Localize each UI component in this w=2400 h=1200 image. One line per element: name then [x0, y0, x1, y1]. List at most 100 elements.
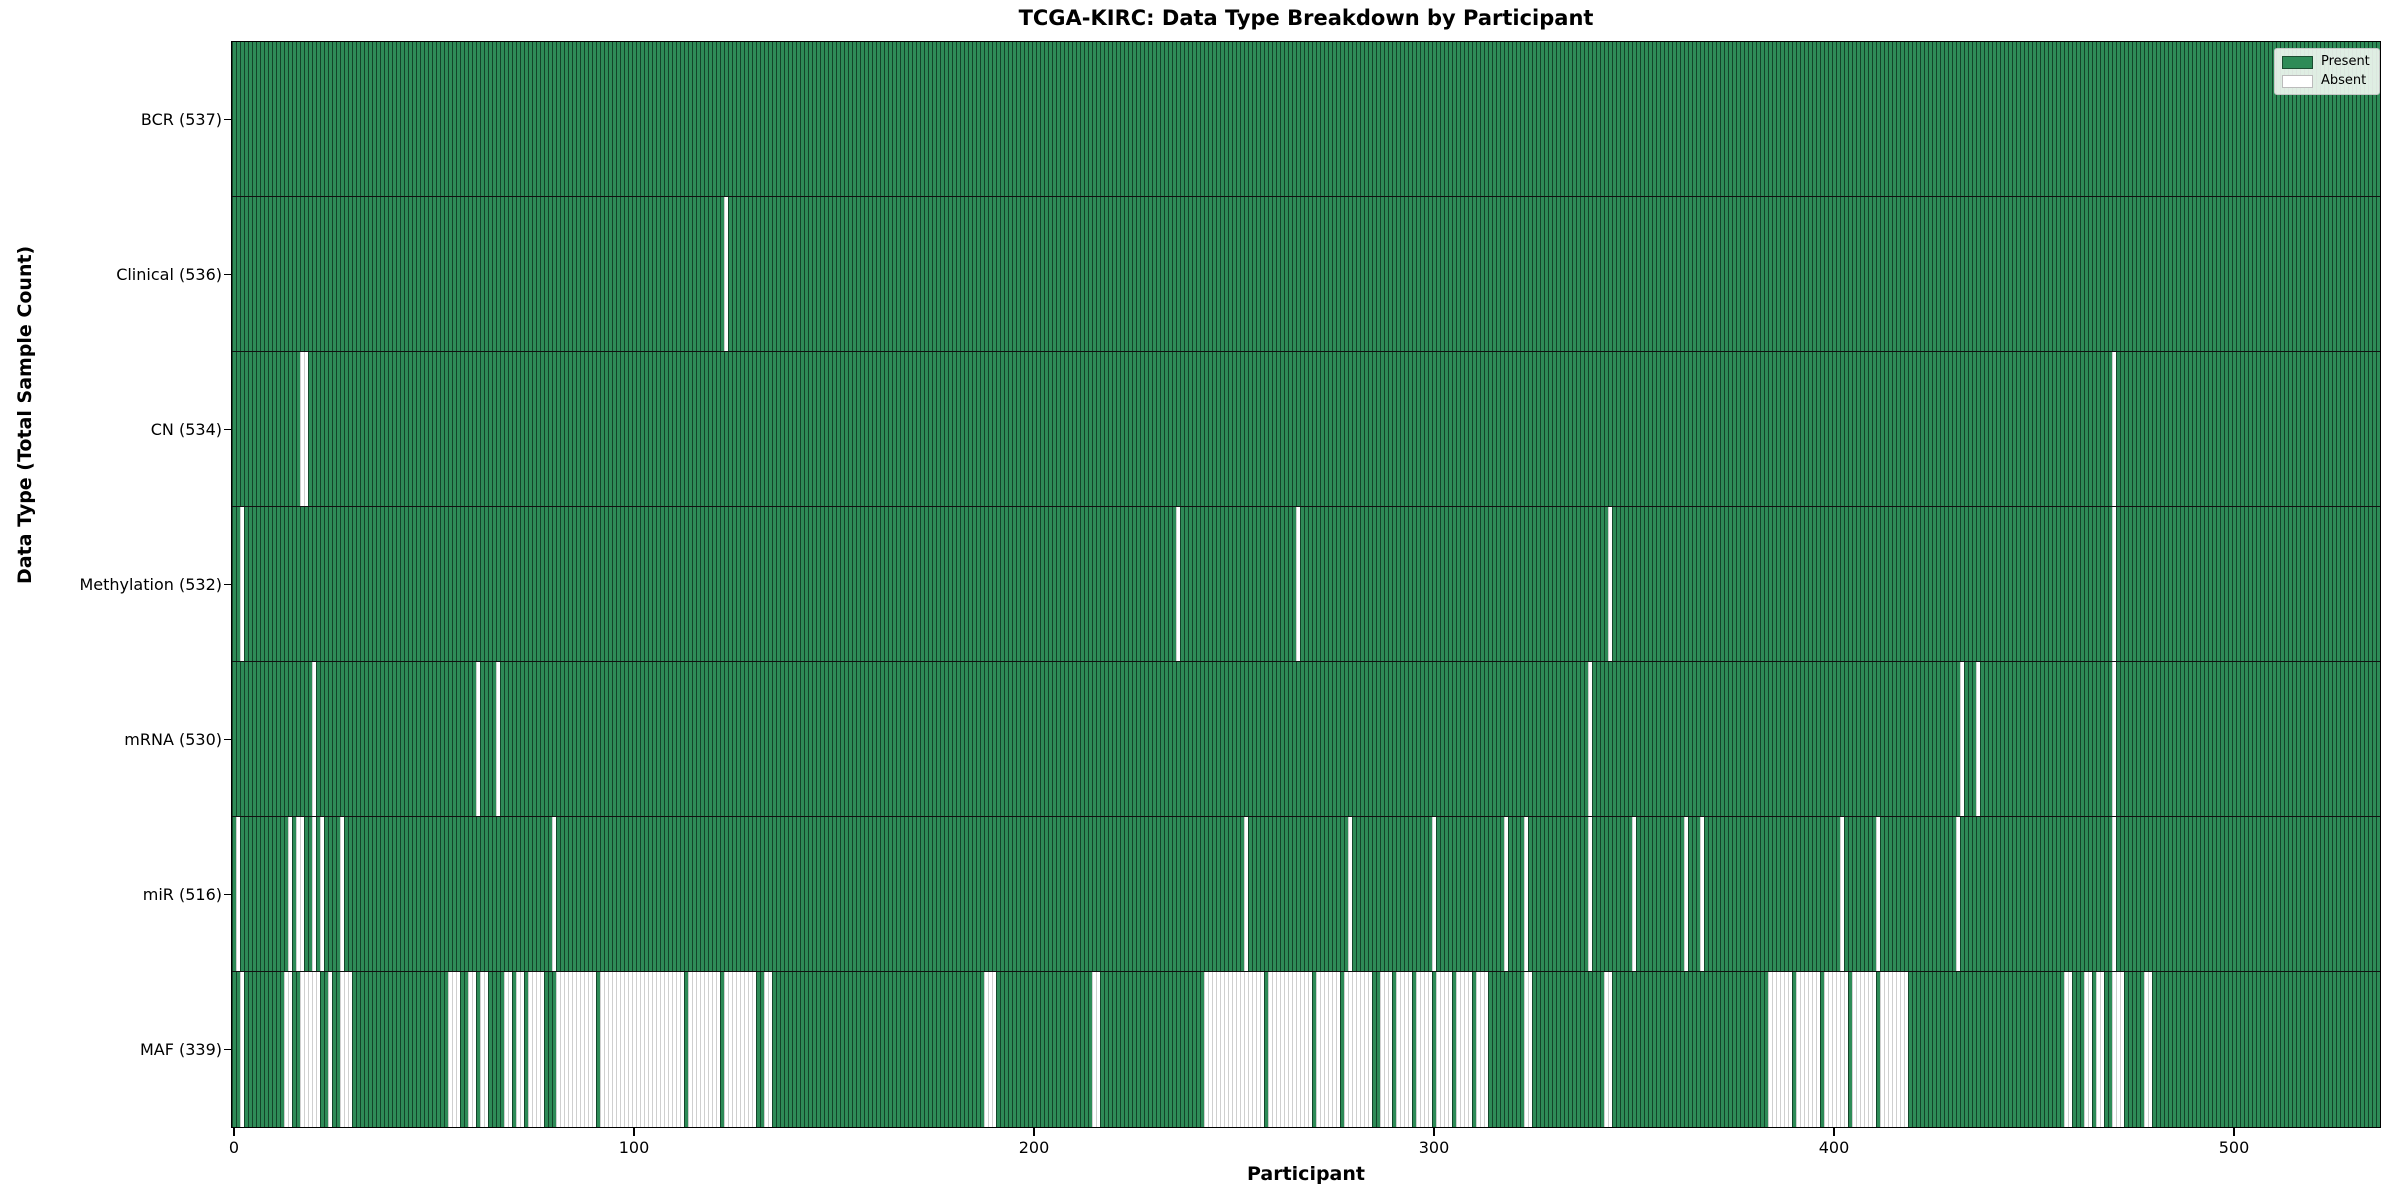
absent-stripe	[1523, 816, 1528, 971]
absent-stripe	[1631, 816, 1636, 971]
absent-stripe	[687, 971, 720, 1127]
y-tick-label: CN (534)	[150, 419, 222, 439]
absent-stripe	[763, 971, 772, 1127]
absent-stripe	[1435, 971, 1452, 1127]
y-tick-mark	[224, 893, 232, 896]
absent-stripe	[1607, 506, 1612, 661]
absent-stripe	[283, 971, 292, 1127]
absent-stripe	[467, 971, 476, 1127]
absent-stripe	[299, 351, 308, 506]
absent-stripe	[1875, 816, 1880, 971]
absent-stripe	[1295, 506, 1300, 661]
y-tick-label: Clinical (536)	[116, 264, 222, 284]
y-tick-mark	[224, 428, 232, 431]
absent-stripe	[339, 971, 352, 1127]
heatmap-row-mir	[231, 816, 2380, 972]
absent-stripe	[1267, 971, 1312, 1127]
y-tick-label: BCR (537)	[140, 109, 222, 129]
absent-stripe	[1315, 971, 1340, 1127]
x-tick-label: 500	[2218, 1138, 2250, 1157]
absent-stripe	[235, 816, 240, 971]
heatmap-row-bcr	[231, 41, 2380, 197]
absent-stripe	[1603, 971, 1612, 1127]
heatmap-row-mrna	[231, 661, 2380, 817]
absent-stripe	[2111, 816, 2116, 971]
absent-stripe	[1587, 661, 1592, 816]
heatmap-row-cn	[231, 351, 2380, 507]
absent-stripe	[1347, 816, 1352, 971]
absent-stripe	[1823, 971, 1848, 1127]
absent-stripe	[527, 971, 544, 1127]
absent-stripe	[287, 816, 292, 971]
absent-stripe	[339, 816, 344, 971]
y-tick-mark	[224, 583, 232, 586]
absent-stripe	[1379, 971, 1392, 1127]
absent-stripe	[1431, 816, 1436, 971]
absent-stripe	[723, 196, 728, 351]
y-tick-label: MAF (339)	[139, 1039, 222, 1059]
absent-stripe	[1203, 971, 1264, 1127]
y-tick-mark	[224, 118, 232, 121]
absent-stripe	[1767, 971, 1792, 1127]
absent-stripe	[2111, 351, 2116, 506]
absent-stripe	[1795, 971, 1820, 1127]
x-tick-mark	[233, 1128, 235, 1136]
absent-stripe	[723, 971, 756, 1127]
y-tick-label: Methylation (532)	[79, 574, 222, 594]
x-tick-mark	[1433, 1128, 1435, 1136]
absent-stripe	[551, 816, 556, 971]
absent-stripe	[1879, 971, 1908, 1127]
absent-stripe	[1343, 971, 1372, 1127]
x-tick-mark	[633, 1128, 635, 1136]
absent-stripe	[1395, 971, 1412, 1127]
absent-stripe	[239, 506, 244, 661]
absent-stripe	[1503, 816, 1508, 971]
absent-stripe	[1091, 971, 1100, 1127]
absent-stripe	[495, 661, 500, 816]
heatmap-row-maf	[231, 971, 2380, 1127]
legend-item: Present	[2282, 55, 2370, 69]
absent-stripe	[515, 971, 524, 1127]
absent-swatch-icon	[2282, 74, 2313, 88]
absent-stripe	[2111, 506, 2116, 661]
absent-stripe	[2111, 971, 2124, 1127]
absent-stripe	[1683, 816, 1688, 971]
y-tick-label: miR (516)	[142, 884, 222, 904]
absent-stripe	[295, 816, 304, 971]
absent-stripe	[479, 971, 488, 1127]
absent-stripe	[1851, 971, 1876, 1127]
absent-stripe	[1415, 971, 1432, 1127]
absent-stripe	[2083, 971, 2092, 1127]
present-swatch-icon	[2282, 55, 2313, 69]
absent-stripe	[299, 971, 320, 1127]
chart-title: TCGA-KIRC: Data Type Breakdown by Partic…	[1018, 6, 1594, 30]
absent-stripe	[1523, 971, 1532, 1127]
y-tick-mark	[224, 738, 232, 741]
x-tick-label: 0	[228, 1138, 240, 1157]
absent-stripe	[983, 971, 996, 1127]
x-tick-mark	[2233, 1128, 2235, 1136]
y-tick-mark	[224, 1048, 232, 1051]
x-tick-label: 100	[618, 1138, 650, 1157]
heatmap-row-methylation	[231, 506, 2380, 662]
absent-stripe	[555, 971, 596, 1127]
absent-stripe	[239, 971, 244, 1127]
x-tick-label: 200	[1018, 1138, 1050, 1157]
plot-area	[230, 40, 2381, 1128]
absent-stripe	[327, 971, 332, 1127]
legend: Present Absent	[2274, 48, 2380, 95]
absent-stripe	[1975, 661, 1980, 816]
y-tick-label: mRNA (530)	[124, 729, 222, 749]
legend-label: Present	[2321, 54, 2370, 69]
absent-stripe	[2143, 971, 2152, 1127]
x-tick-label: 300	[1418, 1138, 1450, 1157]
absent-stripe	[1175, 506, 1180, 661]
x-tick-label: 400	[1818, 1138, 1850, 1157]
absent-stripe	[1699, 816, 1704, 971]
absent-stripe	[1587, 816, 1592, 971]
absent-stripe	[2063, 971, 2072, 1127]
x-tick-mark	[1033, 1128, 1035, 1136]
absent-stripe	[599, 971, 684, 1127]
absent-stripe	[475, 661, 480, 816]
